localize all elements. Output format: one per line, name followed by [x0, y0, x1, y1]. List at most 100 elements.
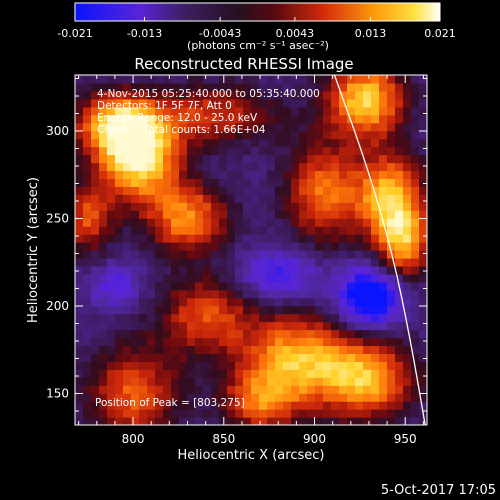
heatmap-cell [403, 154, 412, 164]
heatmap-cell [203, 106, 212, 116]
heatmap-cell [299, 242, 308, 251]
heatmap-cell [163, 106, 172, 116]
heatmap-cell [419, 273, 427, 283]
heatmap-cell [419, 250, 427, 259]
colorbar-ticks: -0.021 -0.013 -0.0043 0.0043 0.013 0.021 [57, 17, 456, 40]
heatmap-cell [299, 154, 308, 164]
heatmap-cell [371, 257, 380, 267]
heatmap-cell [147, 361, 156, 370]
heatmap-cell [307, 297, 316, 307]
heatmap-cell [211, 218, 220, 227]
heatmap-cell [83, 146, 92, 156]
heatmap-cell [163, 297, 172, 307]
heatmap-cell [75, 138, 84, 148]
heatmap-cell [75, 313, 84, 323]
heatmap-cell [227, 361, 236, 370]
heatmap-cell [235, 265, 244, 275]
heatmap-cell [131, 146, 140, 156]
heatmap-cell [171, 321, 180, 331]
heatmap-cell [315, 250, 324, 259]
heatmap-cell [107, 90, 116, 100]
heatmap-cell [211, 297, 220, 307]
heatmap-cell [219, 250, 228, 259]
heatmap-cell [275, 146, 284, 156]
heatmap-cell [283, 154, 292, 164]
heatmap-cell [195, 393, 204, 402]
heatmap-cell [387, 122, 396, 132]
heatmap-cell [131, 353, 140, 362]
heatmap-cell [227, 305, 236, 315]
heatmap-cell [139, 130, 148, 140]
heatmap-cell [115, 257, 124, 267]
heatmap-cell [339, 265, 348, 275]
heatmap-cell [227, 114, 236, 124]
heatmap-cell [299, 122, 308, 132]
heatmap-cell [315, 154, 324, 164]
heatmap-cell [179, 154, 188, 164]
heatmap-cell [355, 345, 364, 354]
heatmap-cell [251, 337, 260, 347]
heatmap-cell [371, 289, 380, 299]
heatmap-cell [275, 186, 284, 195]
heatmap-cell [355, 178, 364, 187]
heatmap-cell [323, 345, 332, 354]
heatmap-cell [251, 369, 260, 378]
heatmap-cell [195, 194, 204, 203]
heatmap-cell [115, 281, 124, 291]
heatmap-cell [331, 273, 340, 283]
heatmap-cell [331, 377, 340, 386]
heatmap-cell [291, 122, 300, 132]
heatmap-cell [259, 305, 268, 315]
heatmap-cell [347, 138, 356, 148]
heatmap-cell [283, 281, 292, 291]
heatmap-cell [307, 257, 316, 267]
heatmap-cell [155, 417, 164, 425]
heatmap-cell [419, 186, 427, 195]
heatmap-cell [355, 106, 364, 116]
heatmap-cell [91, 297, 100, 307]
heatmap-cell [83, 202, 92, 211]
heatmap-cell [411, 242, 420, 251]
heatmap-cell [371, 194, 380, 203]
heatmap-cell [339, 289, 348, 299]
heatmap-cell [243, 210, 252, 219]
heatmap-cell [163, 82, 172, 92]
heatmap-cell [371, 170, 380, 179]
heatmap-cell [187, 138, 196, 148]
heatmap-cell [235, 98, 244, 108]
heatmap-cell [155, 361, 164, 370]
heatmap-cell [99, 345, 108, 354]
heatmap-cell [419, 162, 427, 172]
heatmap-cell [323, 250, 332, 259]
heatmap-cell [275, 353, 284, 362]
heatmap-cell [275, 138, 284, 148]
heatmap-cell [395, 353, 404, 362]
heatmap-cell [163, 417, 172, 425]
heatmap-cell [251, 194, 260, 203]
heatmap-cell [331, 234, 340, 243]
heatmap-cell [235, 146, 244, 156]
heatmap-cell [363, 98, 372, 108]
heatmap-cell [299, 98, 308, 108]
heatmap-cell [419, 297, 427, 307]
heatmap-cell [227, 234, 236, 243]
heatmap-cell [195, 154, 204, 164]
heatmap-cell [371, 226, 380, 235]
heatmap-cell [283, 329, 292, 339]
heatmap-cell [307, 218, 316, 227]
heatmap-cell [131, 234, 140, 243]
heatmap-cell [291, 337, 300, 347]
heatmap-cell [203, 393, 212, 402]
heatmap-cell [99, 305, 108, 315]
heatmap-cell [259, 377, 268, 386]
heatmap-cell [419, 313, 427, 323]
heatmap-cell [259, 345, 268, 354]
heatmap-cell [195, 98, 204, 108]
heatmap-cell [99, 210, 108, 219]
heatmap-cell [259, 186, 268, 195]
heatmap-cell [339, 90, 348, 100]
solar-limb-curve [333, 75, 426, 425]
heatmap-cell [339, 401, 348, 410]
heatmap-cell [291, 281, 300, 291]
heatmap-cell [267, 106, 276, 116]
